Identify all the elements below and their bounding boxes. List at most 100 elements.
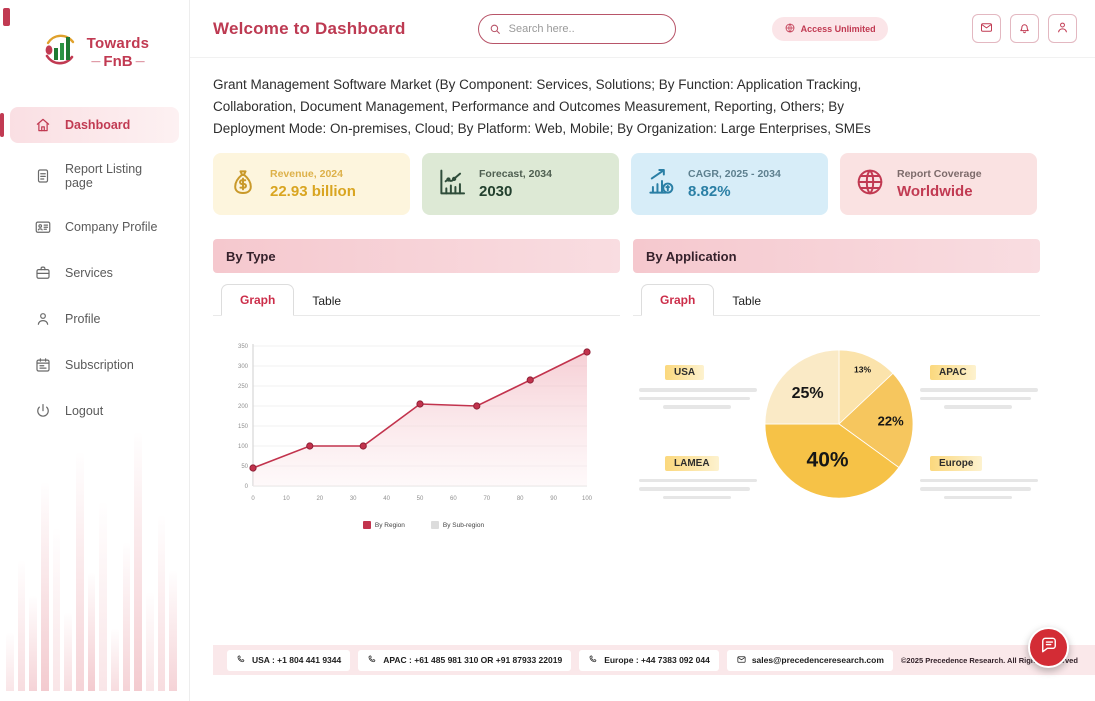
- svg-text:150: 150: [238, 424, 249, 430]
- briefcase-icon: [34, 264, 52, 282]
- svg-text:90: 90: [550, 496, 557, 502]
- panel-by-type-title: By Type: [213, 239, 620, 273]
- user-button[interactable]: [1048, 14, 1077, 43]
- sidebar-item-dashboard[interactable]: Dashboard: [0, 107, 179, 143]
- id-card-icon: [34, 218, 52, 236]
- svg-text:100: 100: [582, 496, 593, 502]
- contact-text: APAC : +61 485 981 310 OR +91 87933 2201…: [383, 655, 563, 665]
- sidebar-item-label: Report Listing page: [65, 162, 143, 190]
- mail-icon: [979, 20, 994, 38]
- contact-chip-europe[interactable]: Europe : +44 7383 092 044: [579, 649, 719, 671]
- sidebar-item-label: Dashboard: [65, 118, 131, 132]
- decorative-bar: [41, 483, 49, 691]
- sidebar-decorative-bars: [6, 426, 178, 691]
- svg-text:70: 70: [483, 496, 490, 502]
- region-name-chip: USA: [665, 365, 705, 380]
- svg-text:0: 0: [245, 484, 249, 490]
- svg-text:20: 20: [316, 496, 323, 502]
- line-chart-canvas: 0 50 100 150 200 250 300 350 0 10 20 30 40 50 60 70 80 90…: [227, 338, 620, 511]
- stat-card-value: Worldwide: [897, 183, 973, 200]
- decorative-bar: [17, 561, 26, 691]
- access-unlimited-badge[interactable]: Access Unlimited: [771, 16, 888, 41]
- pie-labels-right: APAC Europe: [920, 356, 1038, 499]
- svg-text:250: 250: [238, 384, 249, 390]
- sidebar-item-services[interactable]: Services: [10, 255, 179, 291]
- sidebar-item-label: Logout: [65, 404, 104, 418]
- region-description-line: [920, 478, 1038, 482]
- decorative-bar: [76, 453, 84, 691]
- footer-bar: USA : +1 804 441 9344 APAC : +61 485 981 …: [213, 645, 1095, 675]
- pie-chart-canvas: 13% 22% 40% 25%: [763, 348, 915, 505]
- stat-cards-row: Revenue, 2024 22.93 billion Forecast, 2034…: [213, 153, 1037, 215]
- page-title: Welcome to Dashboard: [213, 18, 406, 38]
- logo-text: Towards FnB: [87, 36, 150, 69]
- access-badge-label: Access Unlimited: [800, 23, 876, 34]
- bell-icon: [1017, 20, 1032, 38]
- line-chart: 0 50 100 150 200 250 300 350 0 10 20 30 40 50 60 70 80 90…: [213, 316, 620, 529]
- pie-chart-area: USA LAMEA 13% 22% 40% 25% APAC Europe: [633, 316, 1040, 505]
- stat-card-forecast-2034: Forecast, 2034 2030: [422, 153, 619, 215]
- stat-card-label: Forecast, 2034: [479, 168, 552, 180]
- contact-chip-usa[interactable]: USA : +1 804 441 9344: [227, 649, 351, 671]
- accent-mark: [3, 8, 10, 26]
- decorative-bar: [64, 613, 73, 691]
- sidebar-item-logout[interactable]: Logout: [10, 393, 179, 429]
- legend-item-by-region: By Region: [362, 521, 405, 529]
- decorative-bar: [169, 571, 178, 691]
- svg-text:100: 100: [238, 444, 249, 450]
- stat-card-value: 22.93 billion: [270, 183, 356, 200]
- decorative-bar: [111, 629, 119, 691]
- chat-button[interactable]: [1028, 627, 1069, 668]
- region-description-line: [920, 396, 1031, 400]
- topbar: Welcome to Dashboard Access Unlimited: [190, 0, 1095, 58]
- stat-card-value: 8.82%: [688, 183, 731, 200]
- copyright-text: ©2025 Precedence Research. All Rights Re…: [900, 655, 1078, 665]
- mail-icon: [736, 654, 747, 667]
- search-box: [477, 13, 676, 44]
- phone-icon: [367, 654, 378, 667]
- tab-table[interactable]: Table: [732, 294, 762, 308]
- region-description-line: [639, 388, 757, 392]
- contact-chip-apac[interactable]: APAC : +61 485 981 310 OR +91 87933 2201…: [358, 649, 572, 671]
- chat-icon: [1039, 635, 1059, 660]
- svg-text:60: 60: [450, 496, 457, 502]
- home-icon: [34, 116, 52, 134]
- contact-text: USA : +1 804 441 9344: [252, 655, 342, 665]
- region-name-chip: LAMEA: [665, 455, 719, 471]
- search-input[interactable]: [477, 13, 676, 44]
- panels-row: By Type Graph Table 0 50 100 150 200 250 300 35…: [213, 239, 1040, 529]
- content: Grant Management Software Market (By Com…: [190, 58, 1095, 529]
- mail-button[interactable]: [972, 14, 1001, 43]
- region-description-line: [639, 478, 757, 482]
- region-description-line: [639, 396, 750, 400]
- bell-button[interactable]: [1010, 14, 1039, 43]
- line-chart-legend: By Region By Sub-region: [227, 521, 620, 529]
- decorative-bar: [122, 543, 131, 691]
- panel-by-type-tabs: Graph Table: [213, 276, 620, 316]
- tab-table[interactable]: Table: [312, 294, 342, 308]
- contact-text: Europe : +44 7383 092 044: [604, 655, 710, 665]
- region-label-usa: USA: [639, 362, 757, 409]
- active-indicator: [0, 113, 4, 137]
- decorative-bar: [99, 503, 108, 691]
- forecast-chart-icon: [435, 165, 469, 204]
- tab-graph[interactable]: Graph: [221, 284, 295, 316]
- svg-text:10: 10: [283, 496, 290, 502]
- region-description-line: [639, 487, 750, 491]
- report-icon: [34, 167, 52, 185]
- region-label-lamea: LAMEA: [639, 453, 757, 499]
- region-label-apac: APAC: [920, 362, 1038, 409]
- panel-by-application-title: By Application: [633, 239, 1040, 273]
- region-name-chip: Europe: [930, 455, 983, 471]
- logo-chart-icon: [40, 30, 80, 75]
- sidebar-item-report-listing-page[interactable]: Report Listing page: [10, 153, 179, 199]
- sidebar-item-subscription[interactable]: Subscription: [10, 347, 179, 383]
- stat-card-label: CAGR, 2025 - 2034: [688, 168, 781, 180]
- sidebar-item-profile[interactable]: Profile: [10, 301, 179, 337]
- sidebar-item-company-profile[interactable]: Company Profile: [10, 209, 179, 245]
- panel-by-application-tabs: Graph Table: [633, 276, 1040, 316]
- contact-chip-sales-precedenceresearch-com[interactable]: sales@precedenceresearch.com: [726, 649, 893, 671]
- contact-text: sales@precedenceresearch.com: [751, 655, 884, 665]
- tab-graph[interactable]: Graph: [641, 284, 715, 316]
